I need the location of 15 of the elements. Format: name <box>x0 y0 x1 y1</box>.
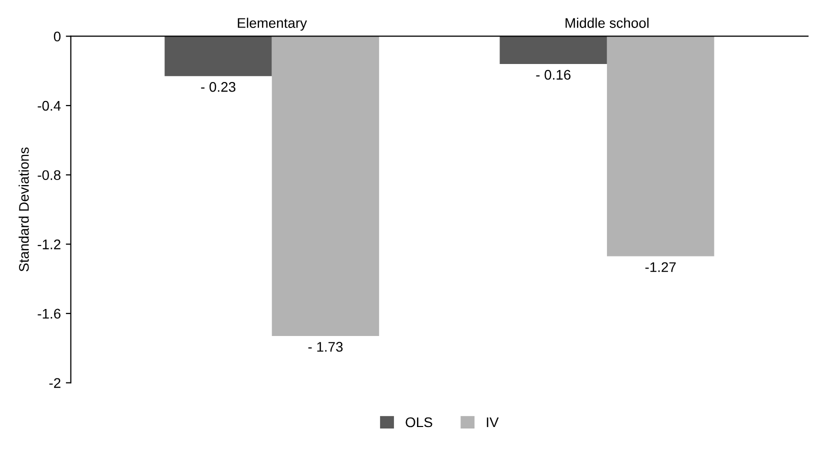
legend-label: IV <box>486 417 499 428</box>
x-tick-label: Elementary <box>238 18 307 31</box>
y-tick-label: -0.4 <box>38 100 61 111</box>
y-tick-label: -0.8 <box>38 170 60 180</box>
y-tick-label: -1.2 <box>38 240 60 250</box>
y-axis-title: Standard Deviations <box>18 147 29 272</box>
x-tick-label: Middle school <box>566 18 648 28</box>
data-label: - 0.23 <box>201 82 236 92</box>
data-label: -1.27 <box>645 262 676 272</box>
data-label: - 1.73 <box>308 342 343 352</box>
data-label: - 0.16 <box>536 70 570 80</box>
y-tick-label: -2 <box>49 378 60 388</box>
y-tick-label: -1.6 <box>38 308 60 319</box>
y-tick-label: 0 <box>54 32 61 42</box>
legend-label: OLS <box>406 417 432 428</box>
